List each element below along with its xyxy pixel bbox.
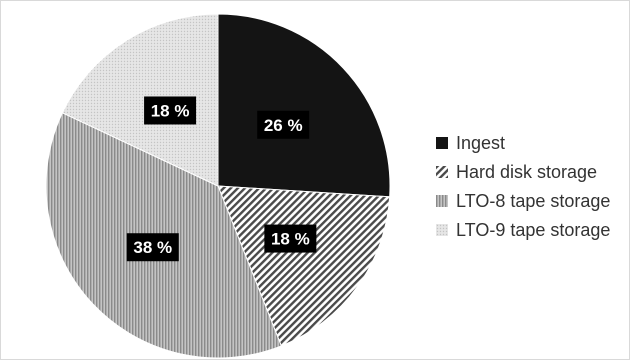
legend-label-lto8-tape-storage: LTO-8 tape storage [456,190,611,211]
value-label-hard-disk-storage: 18 % [264,224,317,253]
pie-slice-lto-9-tape-storage [61,13,219,187]
value-label-box [257,110,310,139]
legend-item-hard-disk-storage: Hard disk storage [436,161,610,183]
value-label-text: 38 % [133,238,172,257]
legend-label-ingest: Ingest [456,132,506,153]
value-label-text: 26 % [264,116,303,135]
value-label-box [126,233,179,262]
value-label-text: 18 % [271,230,310,249]
pie-slice-hard-disk-storage [217,185,391,347]
value-label-box [144,96,197,125]
legend-swatch-ingest [436,137,448,149]
value-label-lto-9-tape-storage: 18 % [144,96,197,125]
legend-item-lto8-tape-storage: LTO-8 tape storage [436,190,610,212]
legend-item-lto9-tape-storage: LTO-9 tape storage [436,219,610,241]
legend-swatch-hard-disk-storage [436,166,448,178]
value-label-ingest: 26 % [257,110,310,139]
legend-swatch-lto8-tape-storage [436,195,448,207]
value-label-box [264,224,317,253]
legend-swatch-lto9-tape-storage [436,224,448,236]
legend: Ingest Hard disk storage LTO-8 tape stor… [436,132,610,241]
pie-slice-ingest [217,13,391,198]
value-label-lto-8-tape-storage: 38 % [126,233,179,262]
legend-label-lto9-tape-storage: LTO-9 tape storage [456,219,611,240]
value-label-text: 18 % [151,101,190,120]
legend-item-ingest: Ingest [436,132,610,154]
legend-label-hard-disk-storage: Hard disk storage [456,161,598,182]
